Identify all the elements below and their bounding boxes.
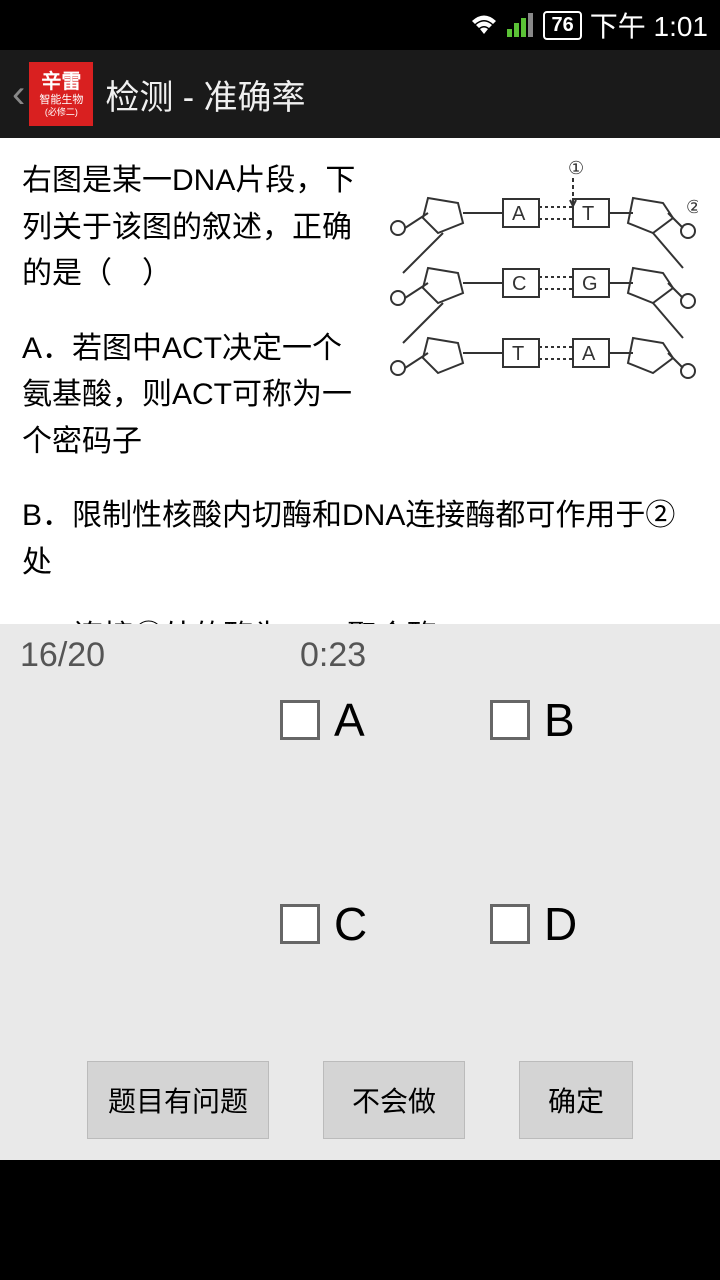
- skip-button[interactable]: 不会做: [323, 1061, 465, 1139]
- option-label: C: [334, 897, 367, 951]
- question-stem: 右图是某一DNA片段，下列关于该图的叙述，正确的是（ ）: [22, 158, 360, 298]
- svg-text:A: A: [512, 203, 526, 225]
- question-option-c: C．连接①处的酶为RNA聚合酶: [22, 614, 698, 624]
- option-d[interactable]: D: [490, 897, 700, 951]
- signal-icon: [507, 13, 535, 37]
- back-icon[interactable]: ‹: [8, 72, 29, 117]
- checkbox-icon[interactable]: [490, 700, 530, 740]
- android-nav-bar: [0, 1160, 720, 1280]
- option-a[interactable]: A: [280, 693, 490, 747]
- checkbox-icon[interactable]: [280, 700, 320, 740]
- confirm-button[interactable]: 确定: [519, 1061, 633, 1139]
- app-header: ‹ 辛雷 智能生物 (必修二) 检测 - 准确率: [0, 50, 720, 138]
- option-label: D: [544, 897, 577, 951]
- diagram-label-1: ①: [568, 158, 584, 178]
- svg-text:C: C: [512, 273, 526, 295]
- dna-diagram: ① ② A T C G: [378, 158, 698, 388]
- svg-text:G: G: [582, 273, 598, 295]
- report-problem-button[interactable]: 题目有问题: [87, 1061, 269, 1139]
- checkbox-icon[interactable]: [490, 904, 530, 944]
- question-option-a: A．若图中ACT决定一个氨基酸，则ACT可称为一个密码子: [22, 326, 360, 466]
- option-c[interactable]: C: [280, 897, 490, 951]
- question-option-b: B．限制性核酸内切酶和DNA连接酶都可作用于②处: [22, 493, 698, 586]
- option-label: A: [334, 693, 365, 747]
- checkbox-icon[interactable]: [280, 904, 320, 944]
- timer: 0:23: [300, 636, 366, 675]
- option-label: B: [544, 693, 575, 747]
- battery-icon: 76: [543, 11, 581, 40]
- status-time: 下午 1:01: [590, 5, 708, 45]
- wifi-icon: [469, 13, 499, 37]
- diagram-label-2: ②: [686, 197, 698, 217]
- svg-text:T: T: [512, 343, 524, 365]
- book-icon: 辛雷 智能生物 (必修二): [29, 62, 93, 126]
- question-content: 右图是某一DNA片段，下列关于该图的叙述，正确的是（ ） A．若图中ACT决定一…: [0, 138, 720, 624]
- bottom-buttons: 题目有问题 不会做 确定: [0, 1060, 720, 1160]
- status-bar: 76 下午 1:01: [0, 0, 720, 50]
- progress-counter: 16/20: [20, 636, 300, 675]
- book-title-3: (必修二): [45, 107, 78, 118]
- page-title: 检测 - 准确率: [105, 70, 305, 119]
- svg-text:T: T: [582, 203, 594, 225]
- book-title-1: 辛雷: [41, 70, 81, 94]
- svg-text:A: A: [582, 343, 596, 365]
- book-title-2: 智能生物: [39, 94, 83, 107]
- option-b[interactable]: B: [490, 693, 700, 747]
